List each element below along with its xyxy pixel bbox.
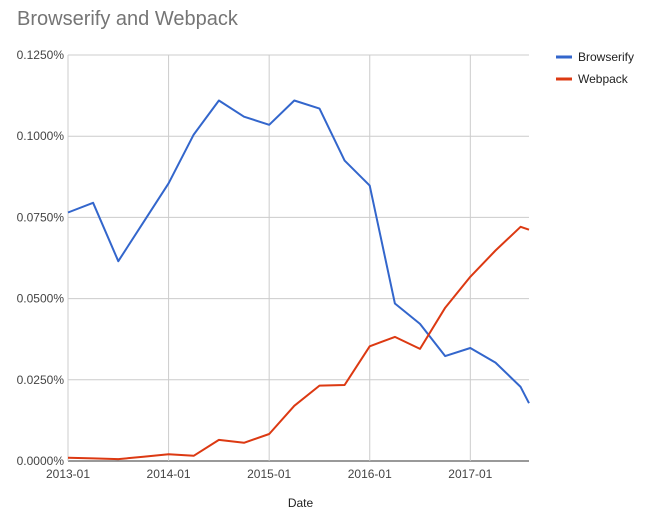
series-line-browserify	[67, 99, 530, 404]
y-tick-label: 0.1000%	[17, 129, 65, 143]
grid-lines	[67, 54, 529, 462]
y-tick-label: 0.0000%	[17, 454, 65, 468]
x-tick-label: 2013-01	[46, 467, 90, 481]
y-tick-label: 0.0750%	[17, 210, 65, 224]
x-tick-label: 2015-01	[247, 467, 291, 481]
x-axis-title: Date	[288, 496, 314, 510]
y-tick-label: 0.1250%	[17, 48, 65, 62]
axis-labels: 0.0000% 0.0250% 0.0500% 0.0750% 0.1000% 0.125…	[17, 48, 493, 510]
legend-label-webpack: Webpack	[578, 72, 629, 86]
series-lines	[67, 99, 530, 461]
x-tick-label: 2017-01	[448, 467, 492, 481]
legend-label-browserify: Browserify	[578, 50, 634, 64]
chart-title: Browserify and Webpack	[17, 8, 238, 30]
series-line-webpack	[67, 225, 530, 461]
y-tick-label: 0.0250%	[17, 373, 65, 387]
legend: Browserify Webpack	[556, 50, 634, 86]
x-tick-label: 2016-01	[348, 467, 392, 481]
y-tick-label: 0.0500%	[17, 292, 65, 306]
x-tick-label: 2014-01	[147, 467, 191, 481]
